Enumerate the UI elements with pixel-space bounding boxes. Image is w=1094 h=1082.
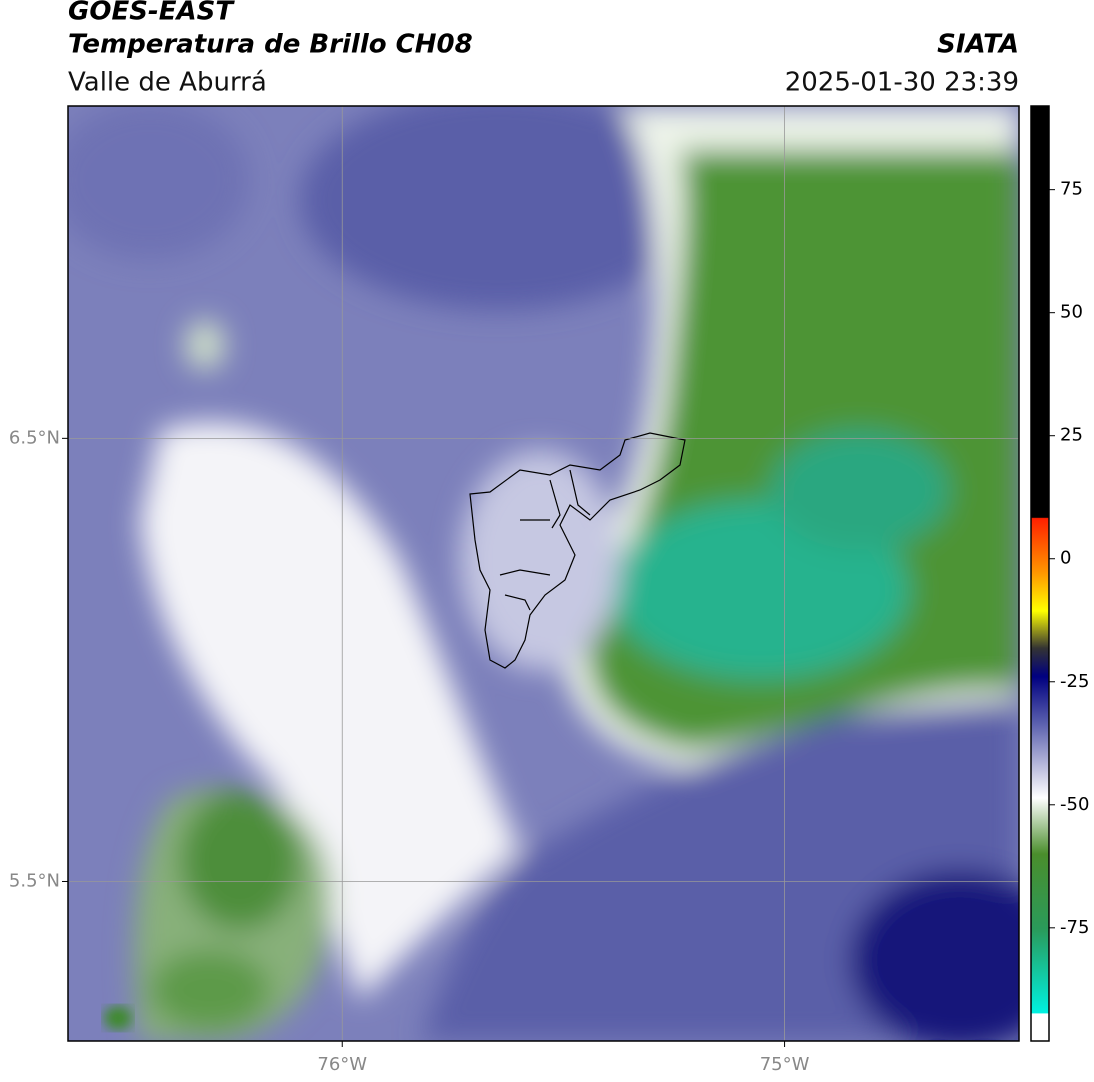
map-frame — [67, 105, 1020, 1042]
colorbar-tick-label: 25 — [1060, 425, 1083, 446]
lat-tick-label: 5.5°N — [9, 870, 60, 891]
colorbar-tick-label: -75 — [1060, 917, 1089, 938]
region: Valle de Aburrá — [68, 68, 267, 98]
datetime: 2025-01-30 23:39 — [785, 68, 1019, 98]
lat-tick-label: 6.5°N — [9, 427, 60, 448]
source: SIATA — [937, 30, 1019, 60]
colorbar-tick-label: -50 — [1060, 794, 1089, 815]
lon-tick-label: 76°W — [317, 1054, 367, 1075]
municipal-boundaries — [469, 432, 686, 669]
title: GOES-EAST — [68, 0, 235, 27]
colorbar — [1030, 105, 1050, 1042]
colorbar-tick-label: 50 — [1060, 302, 1083, 323]
colorbar-tick-label: 75 — [1060, 179, 1083, 200]
satellite-image — [68, 106, 1019, 1041]
subtitle: Temperatura de Brillo CH08 — [68, 30, 473, 60]
lon-tick-label: 75°W — [760, 1054, 810, 1075]
colorbar-tick-label: 0 — [1060, 548, 1071, 569]
colorbar-tick-label: -25 — [1060, 671, 1089, 692]
